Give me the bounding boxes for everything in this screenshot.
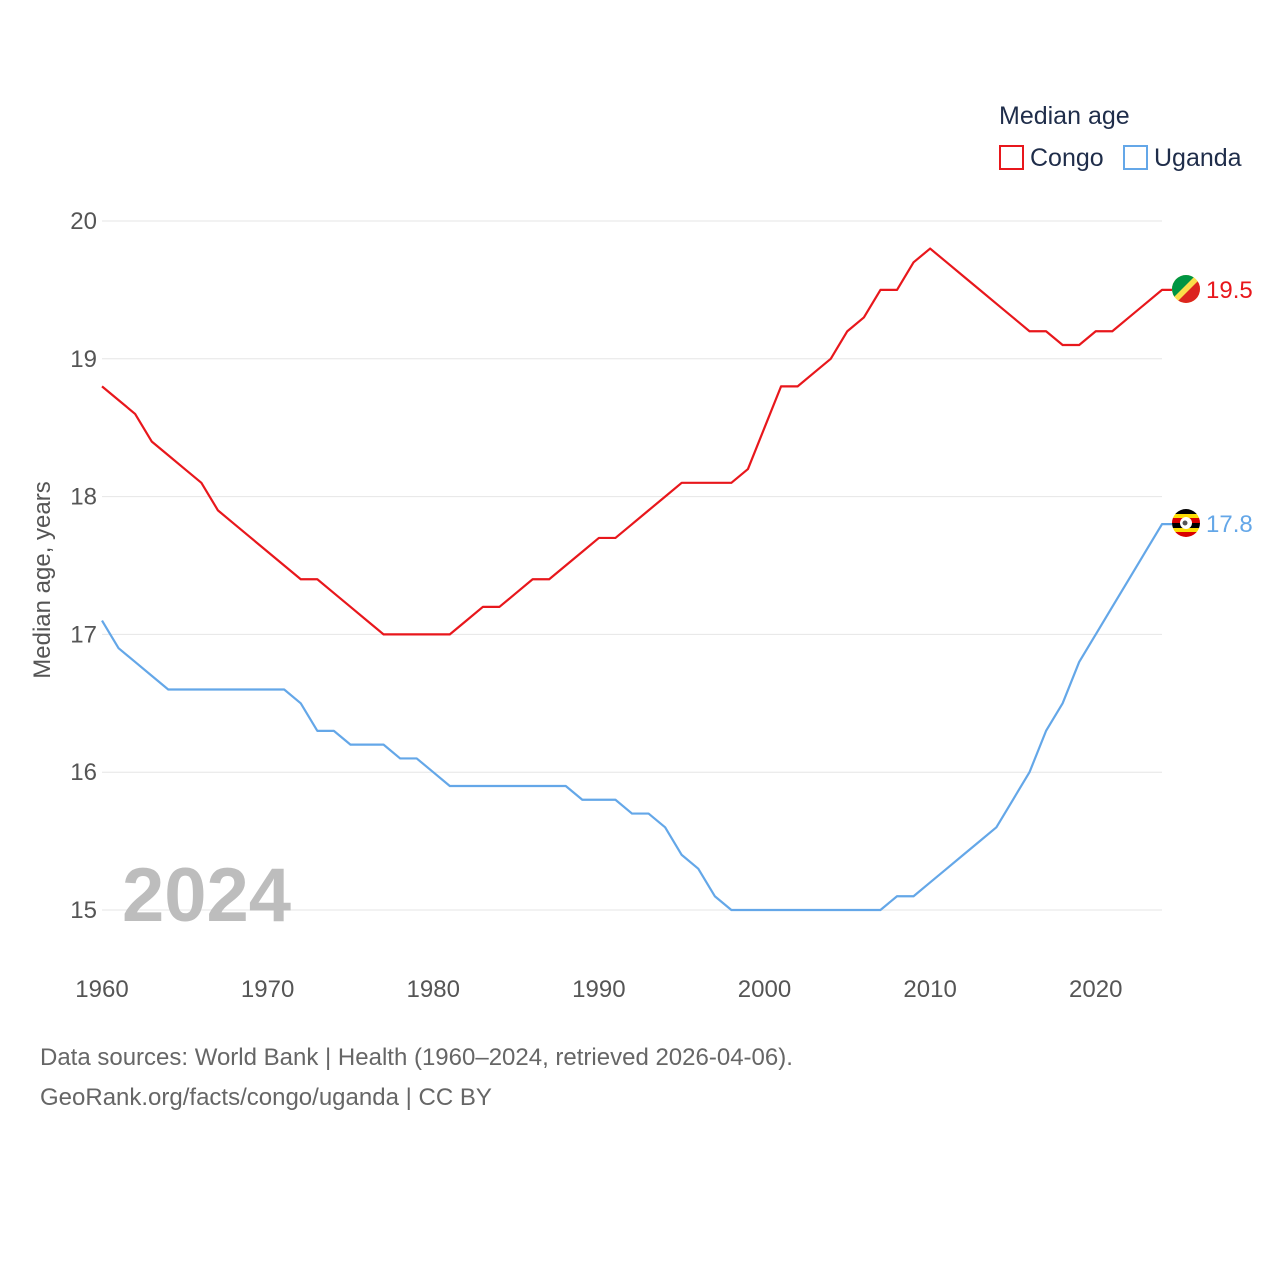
- legend-swatch-uganda: [1123, 145, 1148, 170]
- series-line-uganda: [101, 523, 1172, 912]
- legend: Median age Congo Uganda: [999, 102, 1242, 172]
- y-axis-title: Median age, years: [29, 481, 56, 678]
- x-tick-label: 1970: [241, 976, 294, 1003]
- end-value-label-uganda: 17.8: [1206, 511, 1253, 538]
- footer-sources: Data sources: World Bank | Health (1960–…: [40, 1044, 793, 1071]
- grid-lines: [102, 220, 1162, 911]
- x-tick-label: 2000: [738, 976, 791, 1003]
- y-axis-ticks: 15 16 17 18 19 20: [70, 208, 97, 924]
- y-tick-label: 18: [70, 484, 97, 511]
- y-tick-label: 20: [70, 208, 97, 235]
- legend-title: Median age: [999, 102, 1130, 130]
- y-tick-label: 17: [70, 621, 97, 648]
- x-tick-label: 2020: [1069, 976, 1122, 1003]
- x-tick-label: 1960: [75, 976, 128, 1003]
- x-axis-ticks: 1960 1970 1980 1990 2000 2010 2020: [75, 976, 1122, 1003]
- series-line-congo: [101, 247, 1172, 636]
- legend-label-congo: Congo: [1030, 144, 1104, 172]
- footer-credit: GeoRank.org/facts/congo/uganda | CC BY: [40, 1084, 492, 1111]
- x-tick-label: 2010: [903, 976, 956, 1003]
- series-end-markers: 19.5 17.8: [1206, 277, 1253, 538]
- legend-label-uganda: Uganda: [1154, 144, 1242, 172]
- y-tick-label: 15: [70, 897, 97, 924]
- x-tick-label: 1990: [572, 976, 625, 1003]
- x-tick-label: 1980: [407, 976, 460, 1003]
- y-tick-label: 16: [70, 759, 97, 786]
- y-tick-label: 19: [70, 346, 97, 373]
- uganda-flag-icon: [1172, 509, 1200, 537]
- year-watermark: 2024: [122, 853, 291, 938]
- end-value-label-congo: 19.5: [1206, 277, 1253, 304]
- legend-swatch-congo: [999, 145, 1024, 170]
- congo-flag-icon: [1172, 275, 1200, 303]
- series-lines: [101, 247, 1172, 912]
